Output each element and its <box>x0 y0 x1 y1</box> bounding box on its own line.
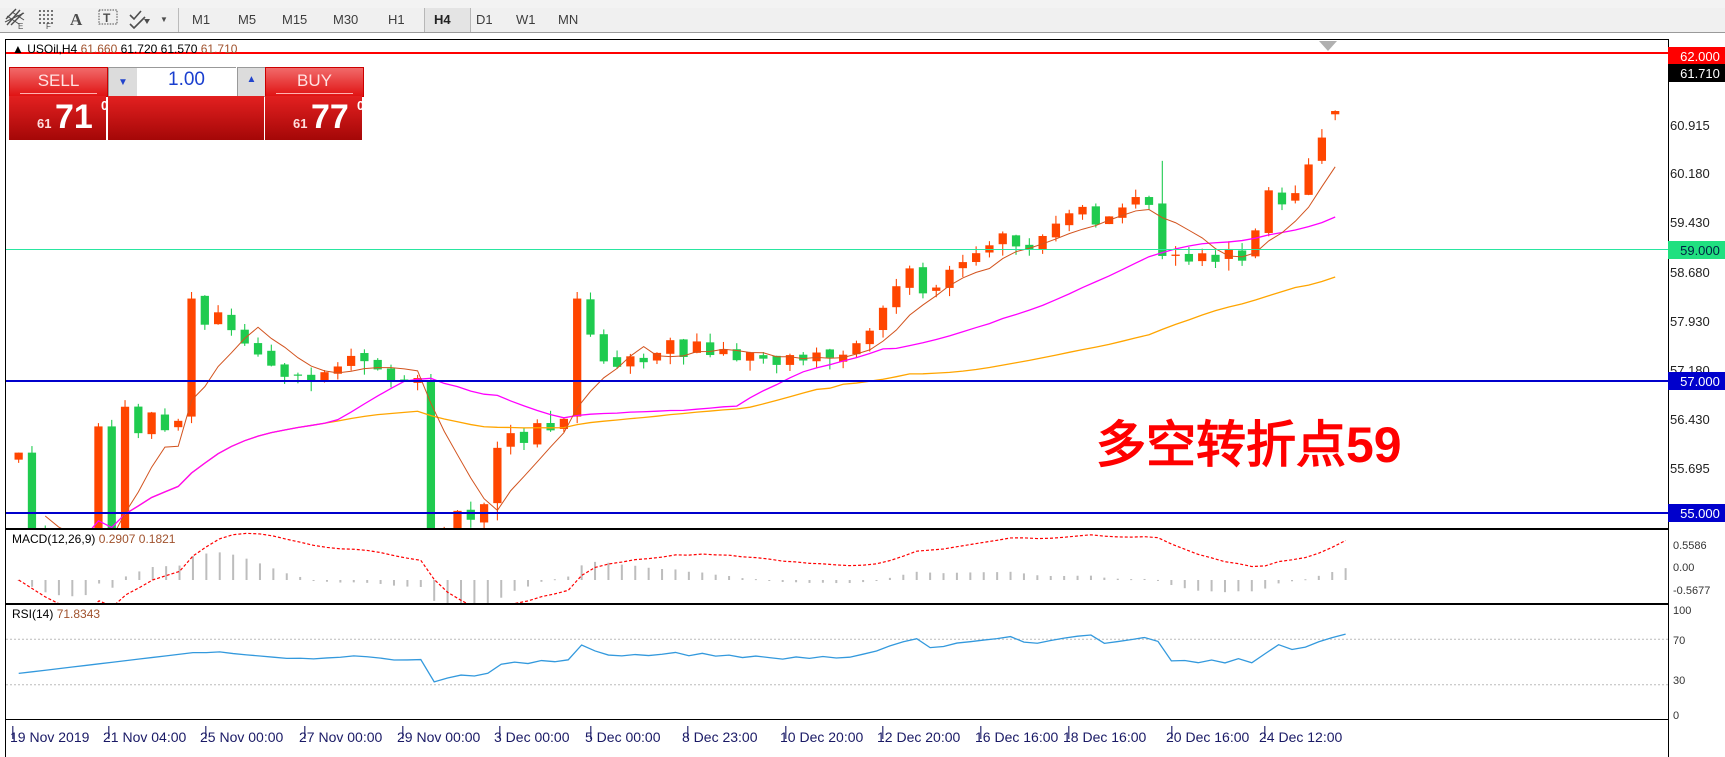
svg-text:E: E <box>18 22 23 30</box>
svg-text:T: T <box>103 11 111 25</box>
svg-text:F: F <box>46 22 51 30</box>
